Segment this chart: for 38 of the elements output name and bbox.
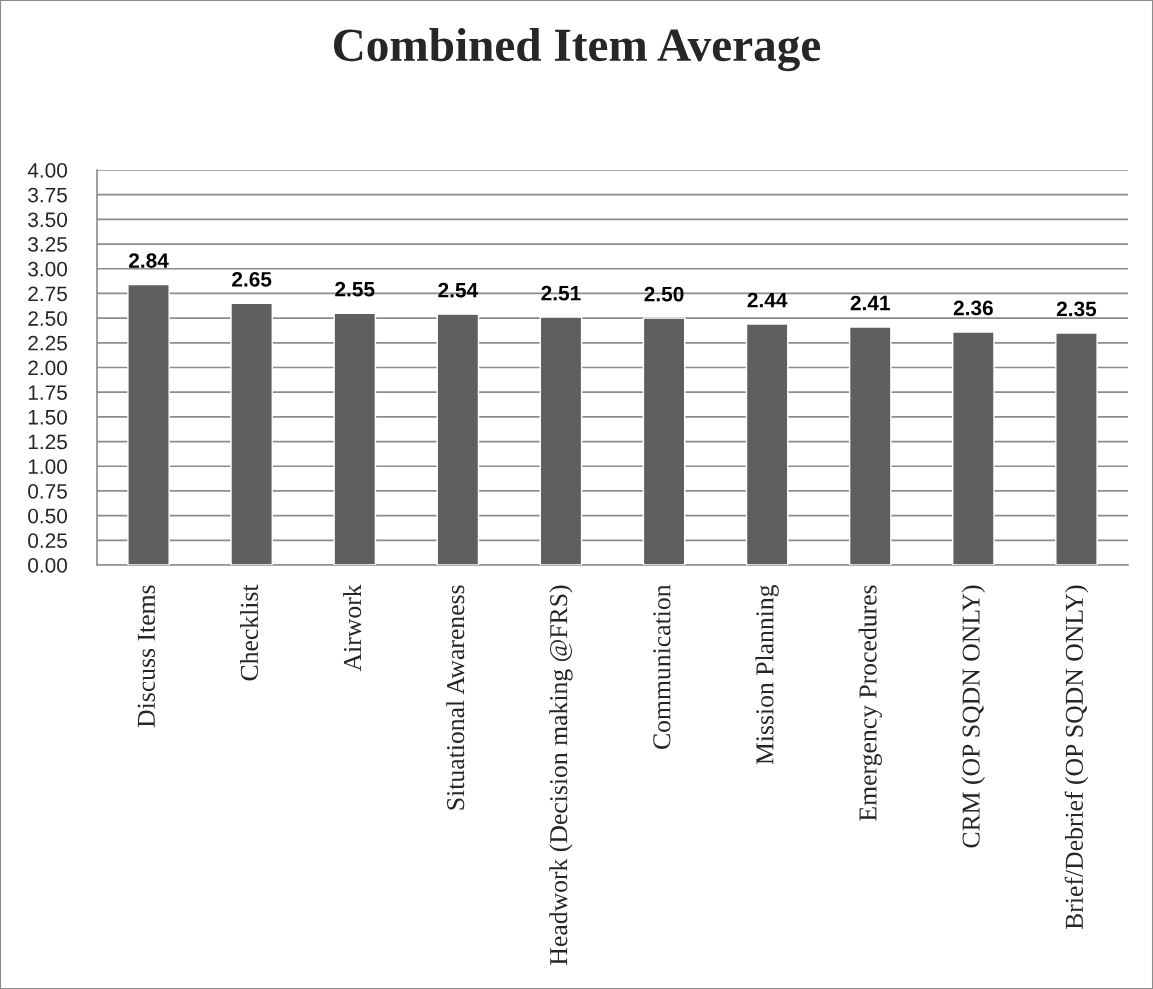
x-tick-label: Checklist <box>240 584 259 681</box>
y-tick-label: 3.00 <box>28 261 68 277</box>
y-tick-label: 0.00 <box>28 558 68 573</box>
x-tick-label: Airwork <box>343 584 362 672</box>
x-tick-label: CRM (OP SQDN ONLY) <box>961 585 985 848</box>
y-tick-label: 0.75 <box>28 483 67 499</box>
data-label: 2.44 <box>747 292 788 308</box>
y-tick-label: 2.75 <box>28 286 67 302</box>
data-label: 2.35 <box>1056 301 1097 317</box>
y-tick-label: 0.50 <box>28 508 68 524</box>
x-tick-label: Brief/Debrief (OP SQDN ONLY) <box>1064 585 1089 930</box>
y-tick-label: 2.25 <box>28 335 67 351</box>
y-tick-label: 1.75 <box>28 385 67 400</box>
y-tick-label: 3.50 <box>28 212 68 228</box>
y-tick-label: 4.00 <box>27 163 68 178</box>
x-tick-label: Discuss Items <box>137 585 155 728</box>
y-tick-label: 3.75 <box>28 187 67 203</box>
x-tick-label: Emergency Procedures <box>858 585 882 821</box>
y-tick-label: 0.25 <box>28 533 67 549</box>
y-tick-label: 2.50 <box>28 311 68 326</box>
chart-title: Combined Item Average <box>333 28 821 72</box>
data-label: 2.41 <box>850 295 890 311</box>
y-tick-label: 2.00 <box>28 360 68 376</box>
data-label: 2.51 <box>541 285 581 301</box>
data-label: 2.36 <box>953 300 993 316</box>
y-tick-label: 1.25 <box>28 434 67 450</box>
data-label: 2.65 <box>232 271 272 287</box>
y-tick-label: 1.50 <box>28 409 68 425</box>
y-tick-label: 1.00 <box>28 459 68 474</box>
x-tick-label: Mission Planning <box>755 584 779 765</box>
data-label: 2.84 <box>129 253 169 268</box>
data-label: 2.50 <box>644 286 684 302</box>
data-label: 2.54 <box>438 282 479 298</box>
data-label: 2.55 <box>335 281 375 297</box>
y-tick-label: 3.25 <box>28 237 67 252</box>
x-tick-label: Situational Awareness <box>446 585 465 810</box>
x-tick-label: Communication <box>653 584 671 749</box>
x-tick-label: Headwork (Decision making @FRS) <box>549 585 573 965</box>
